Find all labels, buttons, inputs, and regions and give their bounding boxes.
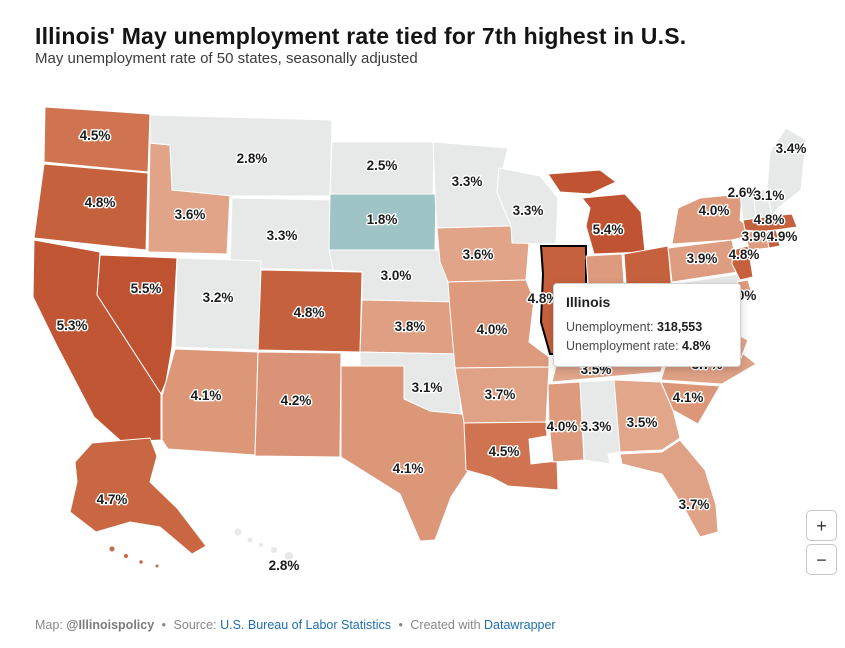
page-subtitle: May unemployment rate of 50 states, seas… — [35, 50, 418, 67]
state-hi-island[interactable] — [233, 527, 243, 537]
page-title: Illinois' May unemployment rate tied for… — [35, 23, 687, 50]
state-hi-island[interactable] — [258, 542, 264, 548]
state-mi-upper-peninsula[interactable] — [547, 169, 617, 195]
tooltip-unemployment-label: Unemployment: — [566, 320, 658, 334]
state-ak-island[interactable] — [123, 553, 129, 559]
state-nm[interactable] — [254, 351, 342, 458]
zoom-in-button[interactable]: + — [806, 510, 837, 541]
state-ar[interactable] — [454, 366, 550, 424]
tooltip-unemployment-value: 318,553 — [657, 320, 703, 334]
footer-created-link[interactable]: Datawrapper — [484, 618, 556, 632]
state-az[interactable] — [161, 348, 259, 456]
footer-source-label: Source: — [173, 618, 221, 632]
tooltip-state-name: Illinois — [566, 294, 611, 310]
state-co[interactable] — [257, 269, 363, 353]
state-ak-island[interactable] — [138, 559, 144, 565]
state-wy[interactable] — [229, 197, 335, 271]
state-fl[interactable] — [619, 439, 719, 538]
state-ak[interactable] — [69, 437, 207, 555]
footer-map-credit: @Illinoispolicy — [66, 618, 155, 632]
state-mi[interactable] — [581, 193, 646, 255]
tooltip-rate-label: Unemployment rate: — [566, 338, 683, 353]
footer-created-label: Created with — [410, 618, 485, 632]
footer: Map: @Illinoispolicy • Source: U.S. Bure… — [35, 618, 815, 632]
state-mt[interactable] — [149, 114, 333, 197]
state-ut[interactable] — [174, 257, 262, 351]
state-ma[interactable] — [742, 213, 798, 233]
state-mo[interactable] — [447, 279, 550, 369]
state-ri[interactable] — [765, 229, 781, 249]
state-la[interactable] — [463, 421, 559, 491]
state-ak-island[interactable] — [154, 563, 160, 569]
state-nd[interactable] — [329, 141, 435, 195]
state-or[interactable] — [33, 163, 149, 251]
zoom-out-button[interactable]: − — [806, 544, 837, 575]
state-hi-island[interactable] — [246, 536, 254, 544]
state-ct[interactable] — [744, 230, 770, 251]
state-me[interactable] — [766, 127, 807, 218]
zoom-controls: + − — [806, 510, 837, 575]
state-nj[interactable] — [731, 245, 754, 281]
state-hi-island[interactable] — [270, 546, 278, 554]
state-hi[interactable] — [284, 551, 294, 561]
tooltip-rate: Unemployment rate: 4.8% — [566, 337, 728, 356]
tooltip-unemployment: Unemployment: 318,553 — [566, 318, 728, 337]
state-sc[interactable] — [660, 381, 721, 425]
state-ms[interactable] — [547, 381, 585, 463]
state-wi[interactable] — [496, 167, 559, 245]
footer-separator: • — [398, 618, 403, 632]
map-tooltip: Illinois Unemployment: 318,553 Unemploym… — [553, 283, 741, 367]
state-wa[interactable] — [43, 106, 151, 173]
footer-separator: • — [161, 618, 167, 632]
footer-source-link[interactable]: U.S. Bureau of Labor Statistics — [220, 618, 392, 632]
tooltip-rate-value: 4.8% — [682, 338, 711, 353]
state-ks[interactable] — [359, 299, 460, 355]
state-sd[interactable] — [328, 193, 437, 251]
footer-map-label: Map: — [35, 618, 67, 632]
state-ak-island[interactable] — [108, 545, 116, 553]
state-label-hi: 2.8% — [269, 558, 300, 573]
